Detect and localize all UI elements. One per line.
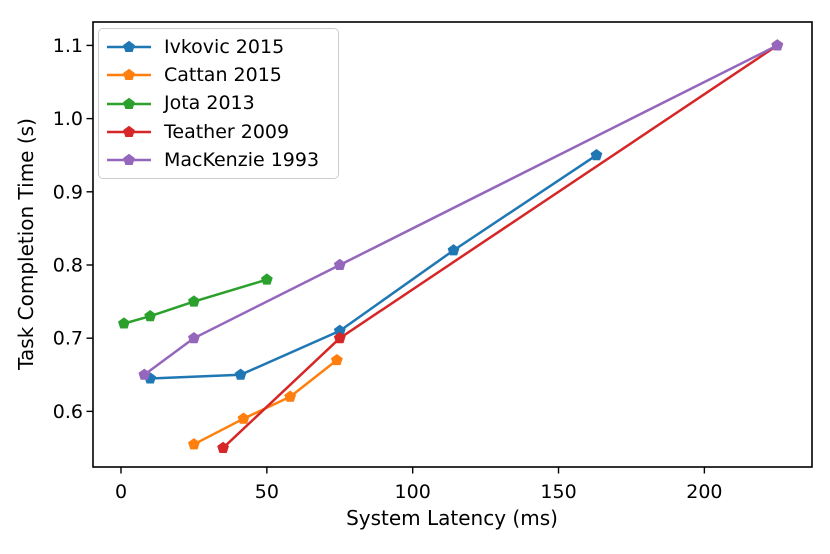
legend-label: Jota 2013 [164,92,255,115]
data-point-cattan-2015 [330,353,343,366]
data-point-mackenzie-1993 [188,331,200,344]
x-tick-label: 50 [255,481,279,503]
data-point-teather-2009 [217,441,229,453]
data-point-jota-2013 [118,317,130,329]
series-line-ivkovic-2015 [150,154,598,380]
data-point-ivkovic-2015 [333,324,346,336]
data-point-mackenzie-1993 [771,39,784,51]
x-tick-label: 100 [395,481,431,503]
data-point-mackenzie-1993 [333,258,346,271]
legend-pentagon-marker-icon [107,154,151,166]
data-point-teather-2009 [333,331,346,344]
legend-pentagon-marker-icon [107,97,151,109]
plot-frame [92,21,813,468]
x-tick-label: 0 [115,481,127,503]
data-point-ivkovic-2015 [234,368,247,380]
legend-item-mackenzie-1993: MacKenzie 1993 [106,146,338,174]
data-point-jota-2013 [144,310,157,322]
legend-label: Cattan 2015 [164,63,282,86]
y-tick-label: 0.6 [53,401,83,423]
data-point-jota-2013 [188,295,200,307]
series-line-mackenzie-1993 [143,44,778,376]
legend: Ivkovic 2015 Cattan 2015 Jota 2013 Teather … [98,28,339,180]
x-tick-label: 200 [686,481,722,503]
legend-label: Teather 2009 [164,120,290,143]
legend-label: Ivkovic 2015 [164,35,285,58]
y-tick-label: 1.1 [53,35,83,57]
y-axis-label: Task Completion Time (s) [14,118,38,370]
data-point-jota-2013 [260,273,273,285]
legend-item-cattan-2015: Cattan 2015 [106,61,338,89]
legend-pentagon-marker-icon [107,125,151,138]
legend-item-teather-2009: Teather 2009 [106,118,338,146]
data-point-cattan-2015 [188,438,200,450]
x-tick-label: 150 [540,481,576,503]
x-axis-label: System Latency (ms) [346,506,558,530]
legend-item-jota-2013: Jota 2013 [106,90,338,118]
legend-item-ivkovic-2015: Ivkovic 2015 [106,33,338,61]
y-tick-label: 1.0 [53,108,83,130]
legend-pentagon-marker-icon [107,69,151,81]
data-point-ivkovic-2015 [590,149,603,161]
data-point-ivkovic-2015 [447,244,460,256]
y-tick-label: 0.7 [53,328,83,350]
data-point-cattan-2015 [284,390,297,402]
series-line-jota-2013 [123,278,268,325]
legend-label: MacKenzie 1993 [164,148,320,171]
series-line-cattan-2015 [193,359,338,446]
legend-pentagon-marker-icon [107,40,151,53]
data-point-cattan-2015 [237,412,250,424]
data-point-mackenzie-1993 [138,368,151,380]
y-tick-label: 0.8 [53,254,83,276]
y-tick-label: 0.9 [53,181,83,203]
